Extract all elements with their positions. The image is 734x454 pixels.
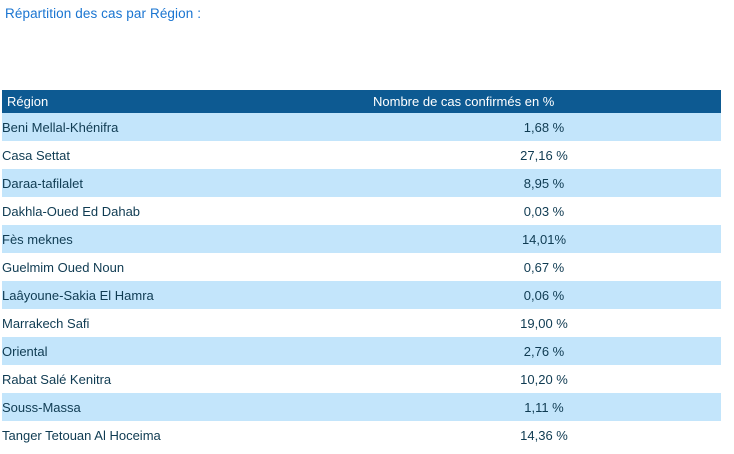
- table-row: Beni Mellal-Khénifra 1,68 %: [2, 113, 721, 141]
- region-cell: Daraa-tafilalet: [2, 175, 83, 191]
- value-cell: 10,20 %: [520, 371, 568, 387]
- page-title: Répartition des cas par Région :: [5, 6, 202, 21]
- table-row: Daraa-tafilalet 8,95 %: [2, 169, 721, 197]
- table-row: Guelmim Oued Noun 0,67 %: [2, 253, 721, 281]
- table-row: Rabat Salé Kenitra 10,20 %: [2, 365, 721, 393]
- table-header-row: Région Nombre de cas confirmés en %: [2, 90, 721, 113]
- region-cell: Marrakech Safi: [2, 315, 90, 331]
- region-cell: Fès meknes: [2, 231, 73, 247]
- region-cell: Oriental: [2, 343, 48, 359]
- value-cell: 14,36 %: [520, 427, 568, 443]
- table-row: Fès meknes 14,01%: [2, 225, 721, 253]
- table-row: Oriental 2,76 %: [2, 337, 721, 365]
- value-cell: 8,95 %: [523, 175, 565, 191]
- region-cases-table: Région Nombre de cas confirmés en % Beni…: [2, 90, 721, 449]
- value-cell: 14,01%: [521, 231, 567, 247]
- region-cell: Tanger Tetouan Al Hoceima: [2, 427, 161, 443]
- table-row: Tanger Tetouan Al Hoceima 14,36 %: [2, 421, 721, 449]
- value-cell: 0,06 %: [523, 287, 565, 303]
- value-cell: 1,68 %: [523, 119, 565, 135]
- value-cell: 2,76 %: [523, 343, 565, 359]
- region-cell: Beni Mellal-Khénifra: [2, 119, 119, 135]
- region-cell: Souss-Massa: [2, 399, 81, 415]
- region-cell: Guelmim Oued Noun: [2, 259, 125, 275]
- value-cell: 1,11 %: [524, 399, 564, 415]
- region-cell: Rabat Salé Kenitra: [2, 371, 112, 387]
- column-header-confirmed-cases: Nombre de cas confirmés en %: [367, 90, 721, 113]
- region-cell: Dakhla-Oued Ed Dahab: [2, 203, 141, 219]
- column-header-region: Région: [2, 90, 367, 113]
- table-row: Laâyoune-Sakia El Hamra 0,06 %: [2, 281, 721, 309]
- value-cell: 19,00 %: [520, 315, 568, 331]
- region-cell: Laâyoune-Sakia El Hamra: [2, 287, 154, 303]
- region-cell: Casa Settat: [2, 147, 70, 163]
- table-row: Dakhla-Oued Ed Dahab 0,03 %: [2, 197, 721, 225]
- table-row: Souss-Massa 1,11 %: [2, 393, 721, 421]
- table-row: Marrakech Safi 19,00 %: [2, 309, 721, 337]
- value-cell: 0,03 %: [523, 203, 565, 219]
- value-cell: 27,16 %: [520, 147, 568, 163]
- value-cell: 0,67 %: [523, 259, 565, 275]
- table-row: Casa Settat 27,16 %: [2, 141, 721, 169]
